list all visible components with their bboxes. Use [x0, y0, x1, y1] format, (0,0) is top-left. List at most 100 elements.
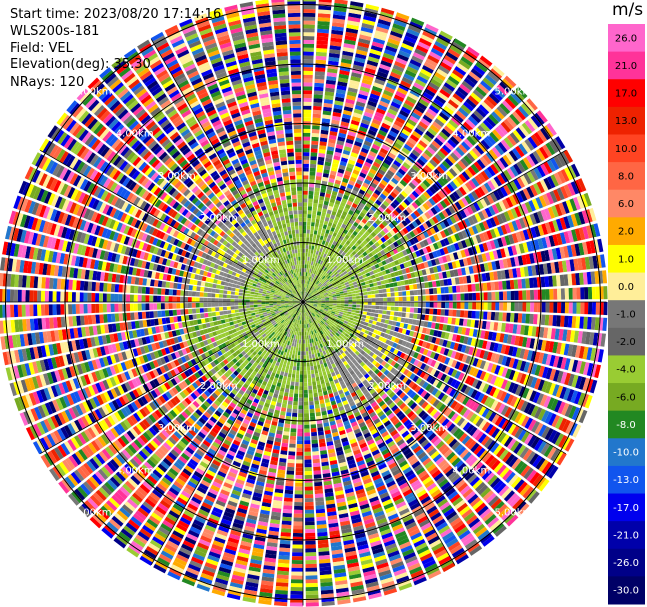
velocity-gate	[420, 117, 431, 127]
velocity-gate	[406, 196, 414, 204]
velocity-gate	[400, 212, 407, 219]
velocity-gate	[369, 225, 376, 231]
velocity-gate	[318, 199, 324, 205]
velocity-gate	[395, 90, 406, 99]
velocity-gate	[304, 501, 314, 507]
velocity-gate	[380, 203, 387, 210]
velocity-gate	[405, 285, 410, 291]
velocity-gate	[403, 125, 413, 134]
velocity-gate	[425, 220, 433, 228]
velocity-gate	[307, 293, 311, 297]
velocity-gate	[303, 252, 306, 257]
velocity-gate	[367, 291, 372, 295]
velocity-gate	[328, 60, 339, 66]
velocity-gate	[366, 212, 373, 218]
velocity-gate	[369, 283, 374, 288]
velocity-gate	[441, 85, 453, 95]
velocity-gate	[298, 413, 303, 418]
velocity-gate	[436, 115, 447, 124]
velocity-gate	[468, 115, 479, 126]
velocity-gate	[408, 223, 416, 230]
velocity-gate	[326, 150, 334, 155]
velocity-gate	[308, 284, 311, 289]
velocity-gate	[334, 151, 342, 157]
velocity-gate	[440, 309, 445, 316]
velocity-gate	[303, 82, 313, 87]
velocity-gate	[304, 451, 311, 456]
velocity-gate	[311, 435, 318, 441]
velocity-gate	[402, 209, 410, 217]
velocity-gate	[478, 104, 490, 115]
velocity-gate	[410, 17, 425, 27]
velocity-gate	[303, 43, 315, 48]
velocity-gate	[312, 451, 320, 456]
velocity-gate	[314, 284, 318, 289]
velocity-gate	[328, 247, 333, 253]
velocity-gate	[448, 294, 453, 301]
velocity-gate	[350, 206, 356, 212]
velocity-gate	[454, 233, 461, 242]
velocity-gate	[362, 165, 370, 172]
velocity-gate	[325, 299, 330, 301]
velocity-gate	[326, 225, 332, 231]
velocity-gate	[311, 377, 316, 382]
velocity-gate	[307, 370, 311, 375]
velocity-gate	[314, 191, 320, 196]
velocity-gate	[451, 41, 465, 52]
velocity-gate	[305, 272, 308, 277]
velocity-gate	[319, 284, 324, 288]
velocity-gate	[471, 310, 476, 319]
velocity-gate	[485, 151, 495, 163]
velocity-gate	[281, 403, 287, 409]
velocity-gate	[385, 197, 392, 205]
velocity-gate	[460, 56, 473, 67]
velocity-gate	[315, 55, 327, 61]
velocity-gate	[296, 366, 300, 371]
velocity-gate	[462, 121, 473, 132]
velocity-gate	[303, 295, 305, 300]
velocity-gate	[433, 295, 438, 301]
velocity-gate	[331, 166, 338, 172]
velocity-gate	[311, 277, 314, 282]
velocity-gate	[328, 56, 340, 62]
velocity-gate	[375, 199, 382, 206]
velocity-gate	[382, 200, 390, 207]
velocity-gate	[392, 209, 400, 217]
velocity-gate	[303, 287, 305, 292]
velocity-gate	[319, 273, 323, 278]
velocity-gate	[407, 137, 417, 146]
velocity-gate	[312, 278, 315, 282]
velocity-gate	[333, 104, 343, 110]
velocity-gate	[485, 74, 497, 86]
velocity-gate	[317, 17, 331, 22]
velocity-gate	[326, 280, 331, 285]
velocity-gate	[310, 265, 313, 270]
velocity-gate	[292, 552, 303, 557]
velocity-gate	[348, 296, 353, 300]
velocity-gate	[330, 127, 339, 133]
velocity-gate	[471, 283, 476, 292]
velocity-gate	[480, 170, 490, 181]
velocity-gate	[303, 397, 309, 402]
velocity-gate	[291, 377, 295, 382]
velocity-gate	[411, 179, 419, 187]
velocity-gate	[331, 223, 337, 229]
velocity-gate	[355, 101, 366, 108]
velocity-gate	[332, 18, 345, 24]
velocity-gate	[336, 269, 342, 273]
velocity-gate	[305, 594, 319, 599]
velocity-gate	[429, 244, 436, 252]
velocity-gate	[342, 277, 347, 281]
velocity-gate	[286, 466, 295, 471]
velocity-gate	[425, 308, 430, 315]
velocity-gate	[379, 63, 391, 71]
velocity-gate	[305, 586, 319, 592]
velocity-gate	[328, 283, 333, 287]
velocity-gate	[450, 116, 462, 126]
velocity-gate	[336, 300, 341, 302]
velocity-gate	[284, 392, 289, 397]
velocity-gate	[472, 292, 477, 301]
velocity-gate	[329, 272, 334, 277]
velocity-gate	[338, 270, 343, 275]
velocity-gate	[424, 211, 432, 220]
